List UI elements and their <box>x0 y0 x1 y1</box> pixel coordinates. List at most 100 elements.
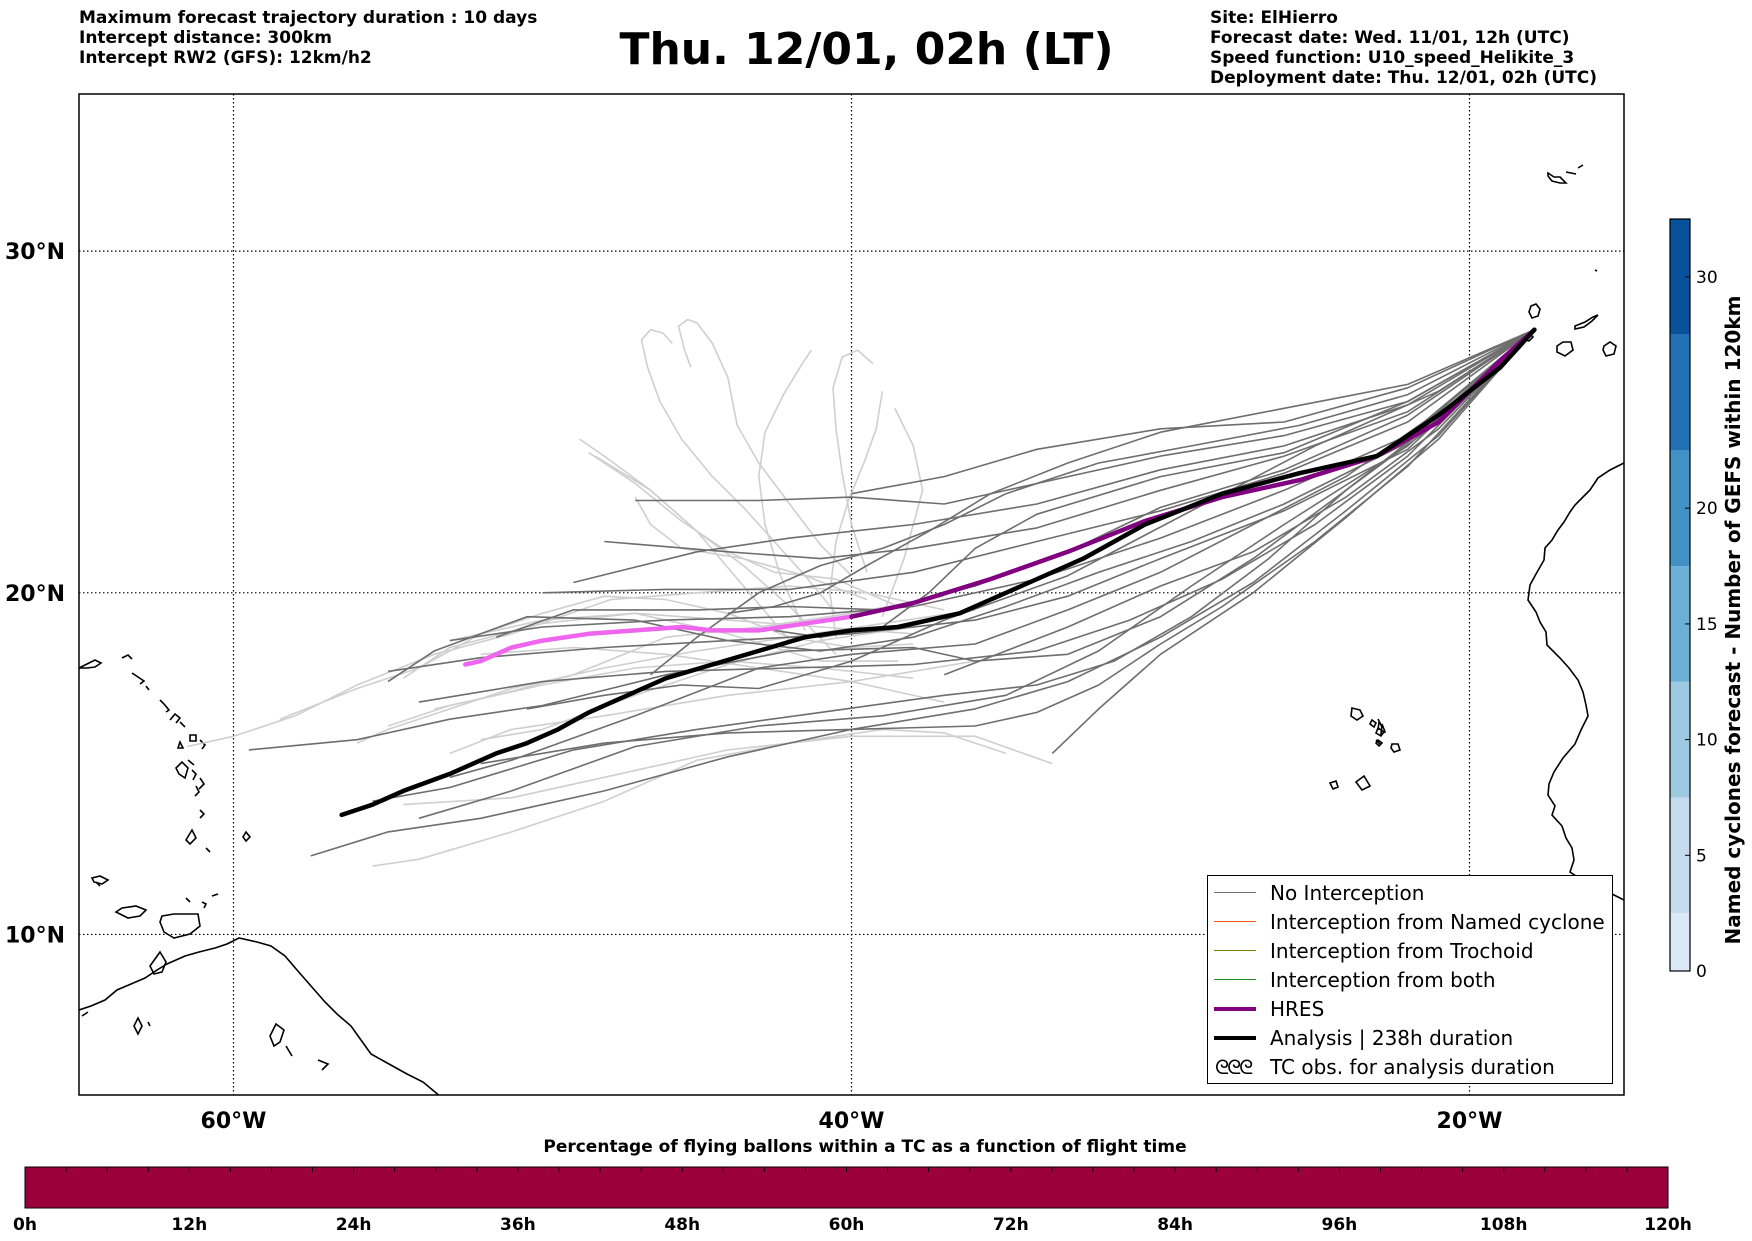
ensemble-track-faded <box>829 391 884 638</box>
latitude-label: 20°N <box>5 582 65 607</box>
legend-label: Interception from both <box>1270 968 1496 992</box>
info-intercept-rw2: Intercept RW2 (GFS): 12km/h2 <box>79 48 372 68</box>
colorbar-tick-label: 5 <box>1696 846 1707 866</box>
legend-swatch <box>1214 921 1256 923</box>
legend-item-trochoid: Interception from Trochoid <box>1208 937 1612 966</box>
colorbar-frame <box>1669 218 1691 972</box>
ensemble-track-faded <box>677 318 853 577</box>
caribbean-islands <box>79 654 252 939</box>
ensemble-track <box>526 329 1535 710</box>
map-frame <box>78 93 1625 1096</box>
ensemble-track-faded <box>634 496 868 601</box>
colorbar-segment <box>1670 797 1690 914</box>
page-title: Thu. 12/01, 02h (LT) <box>619 24 1114 75</box>
cyclone-colorbar: 0 5 10 15 20 30 <box>1669 218 1718 982</box>
ensemble-track <box>418 329 1535 703</box>
coastlines <box>79 164 1624 1095</box>
ensemble-track <box>387 329 1535 673</box>
flight-bar-tick-label: 24h <box>336 1215 372 1235</box>
flight-bar-tick-label: 0h <box>13 1215 37 1235</box>
legend-item-hres: HRES <box>1208 995 1612 1024</box>
legend-label: TC obs. for analysis duration <box>1270 1055 1555 1079</box>
ensemble-track-faded <box>881 407 924 617</box>
flight-bar-tick-label: 72h <box>993 1215 1029 1235</box>
legend-label: HRES <box>1270 997 1325 1021</box>
colorbar-title: Named cyclones forecast - Number of GEFS… <box>1721 295 1745 945</box>
ensemble-track <box>387 329 1535 683</box>
ensemble-track-faded <box>480 626 914 741</box>
forecast-info: Site: ElHierro Forecast date: Wed. 11/01… <box>1210 8 1597 88</box>
flight-bar-tick-label: 84h <box>1157 1215 1193 1235</box>
trajectory-info: Maximum forecast trajectory duration : 1… <box>79 8 537 68</box>
flight-bar-tick-label: 60h <box>829 1215 865 1235</box>
ensemble-track <box>727 328 1535 615</box>
ensemble-track <box>248 329 1535 751</box>
ensemble-track <box>372 329 1535 802</box>
legend-label: Interception from Trochoid <box>1270 939 1534 963</box>
flight-bar-tick-label: 120h <box>1644 1215 1692 1235</box>
legend-item-both: Interception from both <box>1208 966 1612 995</box>
ensemble-track <box>1051 329 1536 754</box>
ensemble-track <box>650 328 1535 676</box>
legend-swatch <box>1214 892 1256 894</box>
cyclone-symbol-icon: ᘓᘓᘓ <box>1215 1055 1253 1079</box>
ensemble-track-faded <box>449 660 976 755</box>
south-america-coastline <box>79 937 440 1095</box>
hres-track-faded <box>463 614 854 667</box>
flight-bar-fill <box>24 1166 1669 1209</box>
flight-bar-tick-label: 108h <box>1480 1215 1528 1235</box>
colorbar-tick-label: 15 <box>1696 615 1718 635</box>
ensemble-track <box>943 329 1535 676</box>
ensemble-track <box>418 329 1535 820</box>
longitude-label: 60°W <box>201 1109 267 1134</box>
colorbar-tick-label: 0 <box>1696 962 1707 982</box>
legend-item-tc-obs: ᘓᘓᘓ TC obs. for analysis duration <box>1208 1053 1612 1082</box>
info-max-duration: Maximum forecast trajectory duration : 1… <box>79 8 538 28</box>
legend: No Interception Interception from Named … <box>1207 875 1613 1084</box>
ensemble-track <box>542 329 1535 594</box>
ensemble-track-faded <box>403 735 1053 806</box>
ensemble-track-faded <box>402 612 898 679</box>
longitude-label: 20°W <box>1437 1109 1503 1134</box>
legend-label: Analysis | 238h duration <box>1270 1026 1514 1050</box>
legend-swatch <box>1214 979 1256 981</box>
ensemble-track-faded <box>758 349 812 631</box>
legend-swatch <box>1214 1007 1256 1011</box>
flight-time-bar: 0h 12h 24h 36h 48h 60h 72h 84h 96h 108h 120h <box>13 1166 1692 1235</box>
ensemble-track-faded <box>434 595 945 710</box>
info-intercept-distance: Intercept distance: 300km <box>79 28 332 48</box>
legend-swatch <box>1214 950 1256 952</box>
legend-item-no-interception: No Interception <box>1208 879 1612 908</box>
ensemble-track-faded <box>356 609 976 744</box>
ensemble-track-faded <box>640 328 837 614</box>
flight-bar-tick-label: 36h <box>500 1215 536 1235</box>
colorbar-tick-label: 30 <box>1696 268 1718 288</box>
longitude-label: 40°W <box>819 1109 885 1134</box>
ensemble-track-faded <box>449 612 914 642</box>
flight-bar-tick-label: 96h <box>1322 1215 1358 1235</box>
ensemble-track-faded <box>187 585 945 748</box>
ensemble-track-faded <box>372 728 1007 867</box>
flight-bar-title: Percentage of flying ballons within a TC… <box>543 1137 1187 1157</box>
ensemble-track <box>604 329 1535 560</box>
colorbar-segment <box>1670 219 1690 335</box>
info-deployment-date: Deployment date: Thu. 12/01, 02h (UTC) <box>1210 68 1597 88</box>
latitude-label: 10°N <box>5 923 65 948</box>
legend-swatch <box>1214 1036 1256 1040</box>
flight-bar-tick-label: 12h <box>171 1215 207 1235</box>
info-forecast-date: Forecast date: Wed. 11/01, 12h (UTC) <box>1210 28 1570 48</box>
ensemble-track-faded <box>480 646 945 703</box>
colorbar-segment <box>1670 450 1690 567</box>
ensemble-track <box>774 329 1535 638</box>
colorbar-segment <box>1670 681 1690 798</box>
cape-verde-islands <box>1328 707 1402 792</box>
flight-bar-tick-label: 48h <box>664 1215 700 1235</box>
colorbar-segment <box>1670 566 1690 682</box>
colorbar-segment <box>1670 913 1690 971</box>
ensemble-track-faded <box>832 349 874 573</box>
legend-item-named-cyclone: Interception from Named cyclone <box>1208 908 1612 937</box>
madeira-islands <box>1547 164 1598 272</box>
colorbar-tick-label: 10 <box>1696 731 1718 751</box>
trajectory-layer <box>187 318 1537 867</box>
